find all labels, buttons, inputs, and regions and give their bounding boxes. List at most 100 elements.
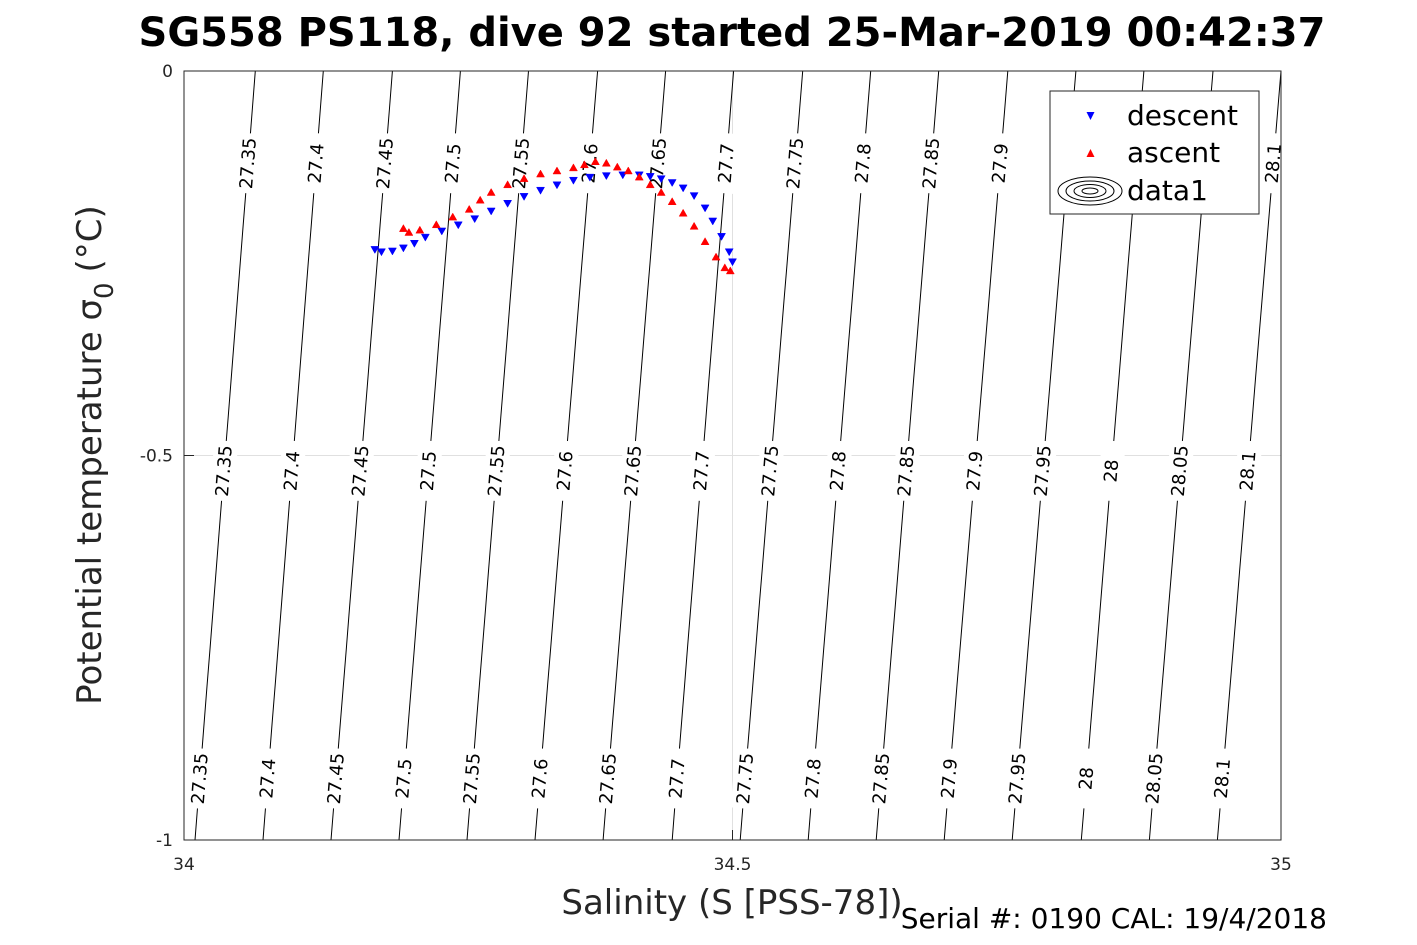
isopycnal-label: 27.4 — [280, 450, 304, 492]
isopycnal-label: 27.75 — [758, 444, 783, 497]
chart-title: SG558 PS118, dive 92 started 25-Mar-2019… — [139, 10, 1326, 56]
ascent-point — [601, 158, 611, 167]
isopycnal-label-bg — [525, 747, 555, 810]
ascent-point — [475, 195, 485, 204]
isopycnal-label-bg — [209, 440, 239, 502]
descent-point — [601, 172, 611, 181]
isopycnal-labels: 27.35 27.35 27.35 27.4 27.4 27.4 27.45 27.45 27.… — [185, 132, 1281, 810]
ascent-point — [725, 266, 735, 275]
isopycnal-label: 27.9 — [989, 142, 1013, 184]
y-axis-label-unit: (°C) — [70, 205, 110, 272]
ascent-point — [612, 162, 622, 171]
isopycnal-label-bg — [1071, 747, 1101, 810]
descent-point — [536, 186, 545, 195]
descent-point — [519, 193, 529, 201]
isopycnal-label-bg — [1028, 439, 1058, 502]
isopycnal-label: 27.75 — [783, 137, 808, 190]
ascent-point — [678, 208, 688, 217]
descent-point — [678, 184, 688, 193]
isopycnal-label: 27.5 — [417, 450, 441, 492]
isopycnal-label: 27.95 — [1005, 752, 1030, 805]
isopycnal-label-bg — [321, 747, 351, 810]
descent-point — [717, 233, 726, 241]
descent-point — [700, 204, 710, 213]
descent-point — [667, 179, 677, 188]
isopycnal-label: 28.1 — [1211, 758, 1235, 800]
isopycnal-label: 27.5 — [442, 143, 466, 185]
x-axis-label: Salinity (S [PSS-78]) — [561, 883, 902, 923]
isopycnal-label-bg — [618, 440, 648, 502]
isopycnal-label-bg — [798, 747, 828, 810]
isopycnal-label-bg — [414, 440, 443, 502]
ascent-point — [720, 263, 730, 272]
isopycnal-label-bg — [575, 132, 605, 195]
y-tick-label: -1 — [156, 831, 173, 851]
legend: descent ascent data1 — [1049, 90, 1260, 215]
isopycnal-label-bg — [457, 747, 487, 810]
isopycnal-label-bg — [662, 747, 692, 810]
x-tick-label: 35 — [1270, 855, 1292, 875]
isopycnal-label-bg — [916, 132, 946, 195]
isopycnal-label: 27.55 — [460, 752, 485, 805]
ascent-point — [486, 187, 496, 196]
isopycnal-label: 27.35 — [188, 752, 213, 805]
legend-label-data1: data1 — [1127, 174, 1208, 207]
ascent-point — [667, 197, 677, 205]
descent-point — [708, 217, 718, 226]
x-tick-label: 34 — [173, 855, 195, 875]
isopycnal-label: 27.55 — [484, 444, 509, 497]
isopycnal-label-bg — [1233, 439, 1263, 502]
isopycnal-label: 27.8 — [852, 142, 876, 184]
descent-point — [377, 248, 386, 257]
isopycnal-label-bg — [1208, 747, 1237, 810]
isopycnal-label: 27.65 — [596, 752, 621, 805]
isopycnal-label-bg — [346, 440, 375, 502]
legend-marker-ascent-icon — [1086, 149, 1095, 157]
isopycnal-label-bg — [185, 747, 215, 810]
isopycnal-label-bg — [1096, 440, 1126, 502]
isopycnal-label: 27.85 — [894, 444, 919, 497]
ascent-point — [519, 174, 529, 182]
ascent-point — [552, 166, 562, 175]
data-series — [370, 157, 737, 275]
descent-point — [437, 227, 447, 236]
isopycnal-label-bg — [253, 747, 283, 810]
isopycnal-label-bg — [389, 747, 419, 810]
y-tick-label: -0.5 — [140, 447, 173, 467]
isopycnal-label: 27.4 — [305, 143, 329, 185]
ascent-point — [404, 227, 414, 236]
isopycnal-label: 27.45 — [373, 137, 398, 190]
legend-marker-descent-icon — [1086, 112, 1095, 120]
ascent-point — [536, 169, 545, 178]
isopycnal-label-bg — [301, 132, 331, 195]
ascent-point — [448, 212, 458, 221]
isopycnal-label: 27.5 — [392, 758, 416, 800]
isopycnal-label-bg — [1002, 747, 1032, 810]
isopycnal-label: 27.4 — [256, 758, 280, 800]
ascent-point — [623, 166, 633, 175]
isopycnal-label: 27.7 — [690, 450, 714, 492]
ascent-point — [503, 180, 513, 189]
isopycnal-label: 27.7 — [715, 143, 739, 185]
isopycnal-label-bg — [482, 440, 511, 502]
isopycnal-label-bg — [593, 747, 623, 810]
isopycnal-label-bg — [687, 440, 717, 502]
ascent-point — [711, 252, 721, 261]
legend-label-ascent: ascent — [1127, 136, 1220, 169]
isopycnal-label-bg — [730, 747, 760, 810]
isopycnal-label-bg — [985, 132, 1015, 195]
isopycnal-label-bg — [711, 132, 741, 195]
y-axis-label-main: Potential temperature σ — [70, 299, 110, 705]
isopycnal-label: 27.65 — [621, 444, 646, 497]
isopycnal-label: 27.8 — [827, 450, 851, 492]
ascent-point — [415, 225, 425, 234]
descent-point — [453, 221, 463, 230]
ascent-point — [579, 160, 589, 169]
ascent-point — [431, 220, 441, 229]
descent-point — [656, 175, 666, 184]
descent-point — [585, 173, 595, 182]
isopycnal-label-bg — [1165, 439, 1195, 502]
legend-label-descent: descent — [1127, 99, 1238, 132]
y-axis-label-subscript: 0 — [90, 282, 120, 299]
isopycnal-label-bg — [891, 440, 921, 502]
